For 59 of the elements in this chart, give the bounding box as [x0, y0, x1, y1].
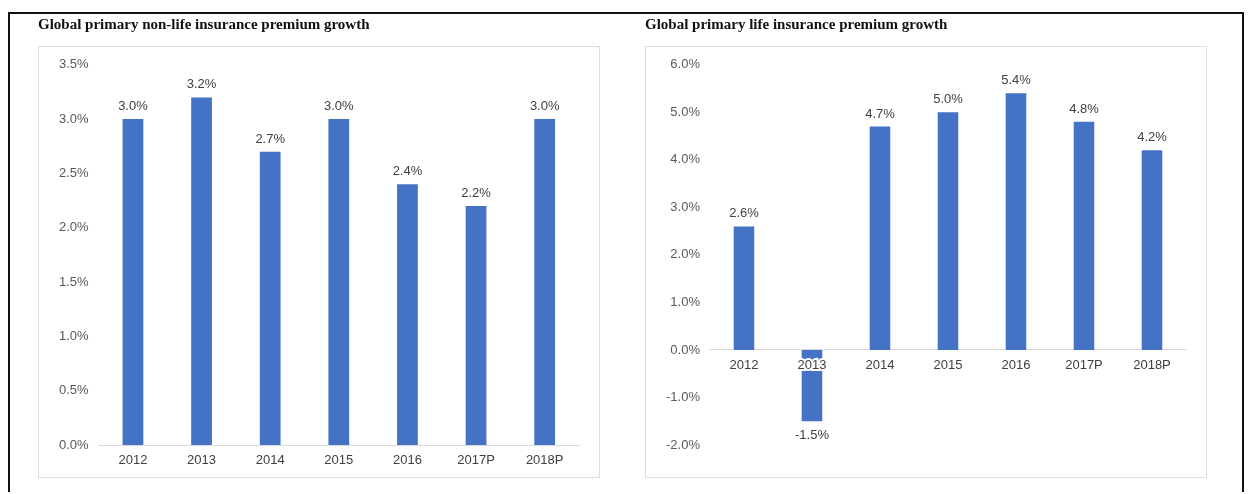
x-tick-label: 2012 [118, 452, 148, 468]
bar [191, 97, 212, 445]
y-tick-label: 3.0% [58, 110, 90, 126]
data-label: 2.7% [255, 130, 286, 146]
data-label: -1.5% [794, 427, 830, 443]
bar [733, 226, 755, 350]
chart-title: Global primary life insurance premium growth [645, 16, 949, 34]
x-tick-label: 2016 [1001, 357, 1031, 373]
bar [328, 119, 350, 445]
data-label: 3.2% [186, 76, 217, 92]
data-label: 2.4% [392, 163, 423, 179]
y-tick-label: 3.0% [670, 198, 701, 214]
y-tick-label: 1.5% [58, 273, 90, 289]
data-label: 3.0% [529, 98, 560, 114]
bar [937, 112, 959, 350]
data-label: 3.0% [118, 98, 149, 114]
bar [1073, 121, 1095, 350]
data-label: 5.0% [933, 91, 964, 107]
y-tick-label: 2.0% [670, 246, 701, 262]
y-tick-label: 5.0% [670, 103, 701, 119]
x-tick-label: 2018P [525, 452, 564, 468]
data-label: 4.2% [1137, 129, 1168, 145]
bar [465, 206, 487, 445]
data-label: 4.7% [865, 105, 896, 121]
y-tick-label: 2.5% [58, 165, 90, 181]
data-label: 5.4% [1001, 72, 1032, 88]
y-tick-label: 3.5% [58, 56, 90, 72]
data-label: 3.0% [324, 98, 355, 114]
data-label: 2.6% [729, 205, 760, 221]
x-tick-label: 2018P [1133, 357, 1171, 373]
x-tick-label: 2014 [255, 452, 285, 468]
x-tick-label: 2012 [729, 357, 759, 373]
x-tick-label: 2016 [392, 452, 422, 468]
data-label: 4.8% [1069, 100, 1100, 116]
y-tick-label: 0.5% [58, 382, 90, 398]
x-tick-label: 2017P [457, 452, 495, 468]
y-tick-label: -1.0% [665, 389, 701, 405]
y-tick-label: -2.0% [665, 436, 701, 452]
data-label: 2.2% [461, 185, 492, 201]
bar [1005, 93, 1027, 350]
x-tick-label: 2017P [1065, 357, 1103, 373]
y-tick-label: 2.0% [58, 219, 90, 235]
y-tick-label: 6.0% [670, 56, 701, 72]
bar [534, 119, 556, 445]
bar [259, 151, 281, 445]
bar [122, 119, 144, 445]
bar [1141, 150, 1163, 350]
bar [869, 126, 891, 350]
y-tick-label: 0.0% [58, 436, 90, 452]
y-tick-label: 4.0% [670, 151, 701, 167]
x-tick-label: 2015 [324, 452, 354, 468]
y-tick-label: 1.0% [58, 327, 90, 343]
bar [397, 184, 418, 445]
x-tick-label: 2013 [187, 452, 217, 468]
x-tick-label: 2014 [865, 357, 895, 373]
x-tick-label: 2015 [933, 357, 963, 373]
y-tick-label: 1.0% [670, 294, 701, 309]
y-tick-label: 0.0% [670, 341, 701, 357]
chart-title: Global primary non-life insurance premium growth [38, 16, 371, 34]
